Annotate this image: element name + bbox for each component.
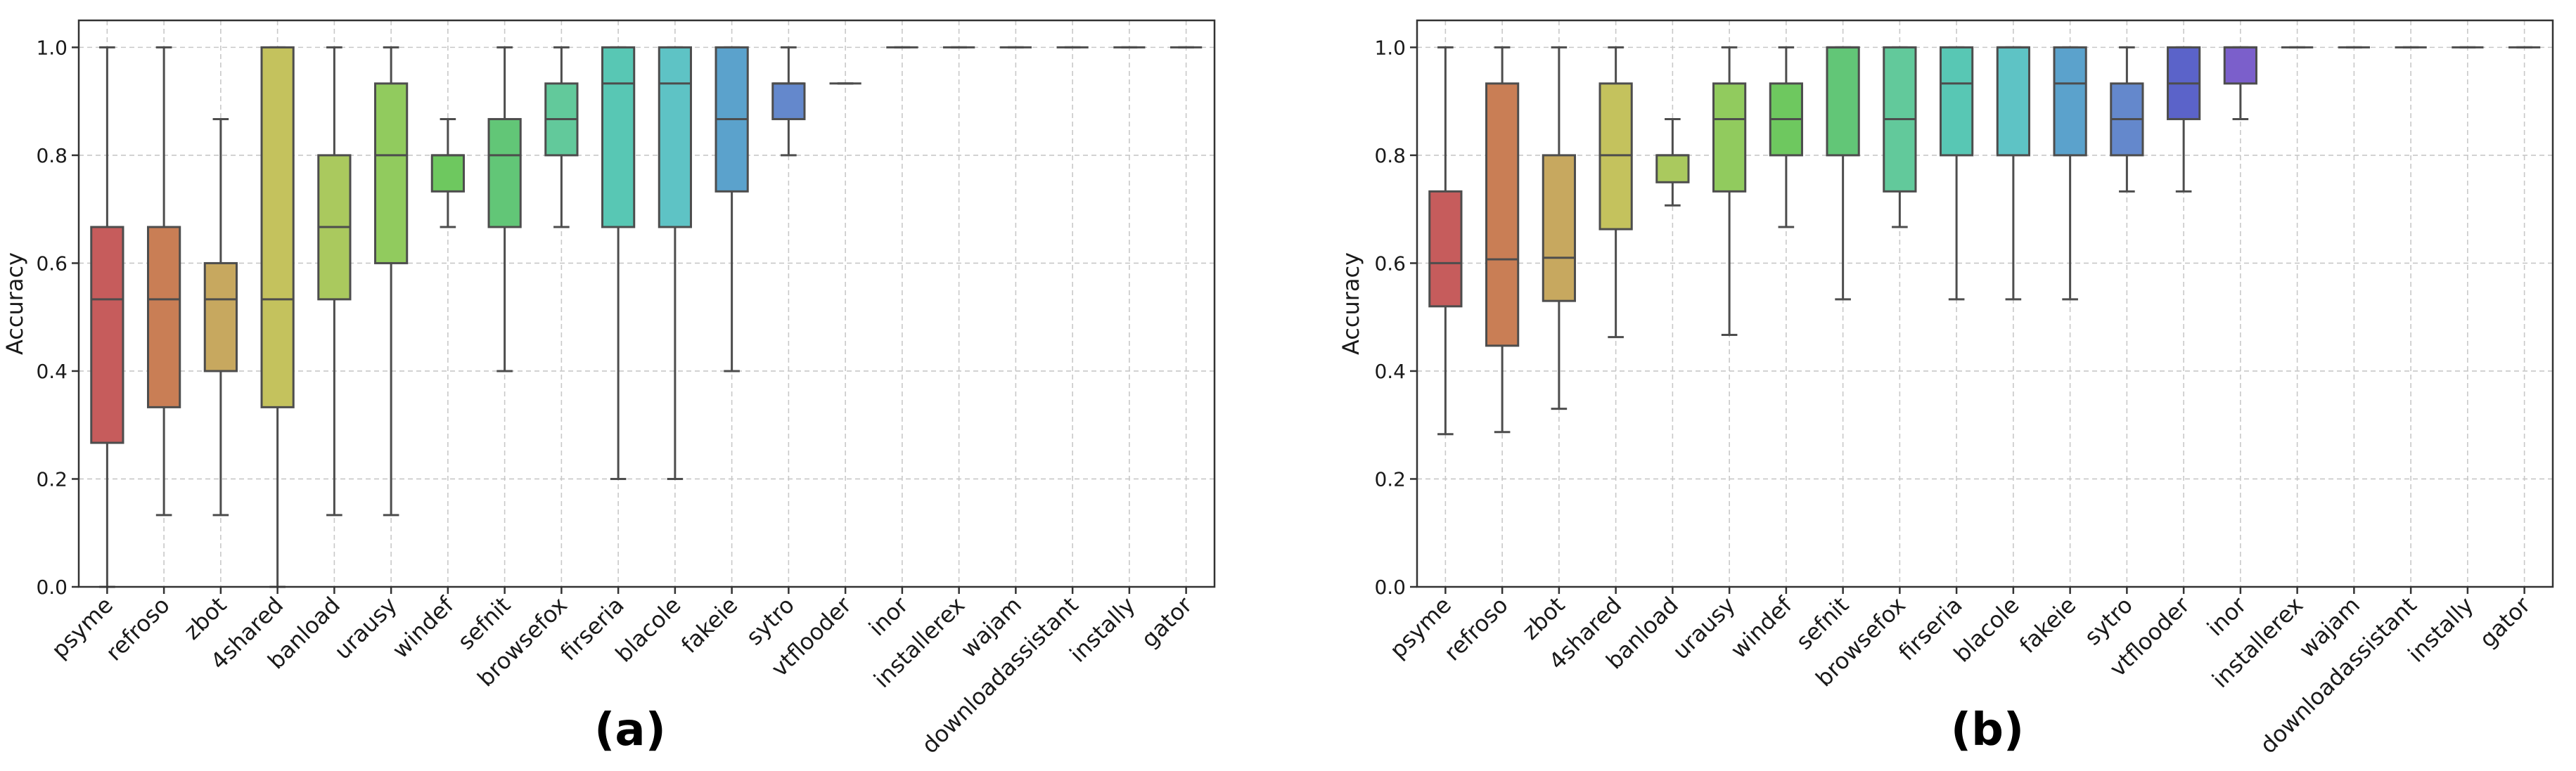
box-body	[374, 82, 409, 264]
x-tick-label: refroso	[101, 592, 175, 666]
box-urausy	[374, 46, 409, 517]
box-body	[260, 46, 295, 408]
y-tick-label: 0.4	[1374, 360, 1406, 383]
box-refroso	[147, 46, 181, 517]
box-windef	[1769, 46, 1803, 228]
box-urausy	[1712, 46, 1747, 337]
y-tick-label: 0.8	[36, 144, 68, 167]
box-windef	[430, 117, 465, 228]
box-body	[658, 46, 692, 228]
box-psyme	[90, 46, 124, 588]
box-vtflooder	[2167, 46, 2201, 193]
box-banload	[317, 46, 352, 517]
box-blacole	[658, 46, 692, 480]
y-axis-label: Accuracy	[1338, 252, 1364, 355]
x-tick-label: windef	[1725, 591, 1798, 663]
panel-label: (b)	[1951, 704, 2024, 756]
x-tick-label: urausy	[1667, 592, 1741, 665]
box-body	[1428, 190, 1463, 308]
y-tick-label: 0.0	[36, 576, 68, 599]
box-body	[203, 261, 238, 372]
y-axis-label: Accuracy	[1, 252, 28, 355]
y-tick-label: 0.0	[1374, 576, 1406, 599]
box-browsefox	[1883, 46, 1917, 228]
y-tick-label: 1.0	[1374, 36, 1406, 59]
box-body	[1485, 82, 1520, 347]
box-body	[1826, 46, 1860, 157]
box-sefnit	[487, 46, 522, 372]
box-body	[2223, 46, 2257, 85]
box-body	[430, 154, 465, 193]
x-tick-label: refroso	[1439, 592, 1513, 666]
x-tick-label: fakeie	[2014, 592, 2081, 659]
box-body	[1598, 82, 1633, 231]
x-tick-label: windef	[387, 591, 459, 663]
box-body	[2053, 46, 2087, 157]
box-inor	[2223, 46, 2257, 120]
box-sytro	[771, 46, 806, 157]
box-body	[147, 226, 181, 408]
box-sytro	[2110, 46, 2144, 193]
box-sefnit	[1826, 46, 1860, 301]
x-tick-label: inor	[864, 591, 914, 641]
box-4shared	[260, 46, 295, 588]
box-firseria	[601, 46, 636, 480]
y-tick-label: 0.2	[36, 467, 68, 491]
box-banload	[1655, 117, 1690, 207]
box-zbot	[203, 117, 238, 517]
box-browsefox	[544, 46, 579, 228]
box-refroso	[1485, 46, 1520, 434]
x-tick-label: gator	[2474, 591, 2536, 653]
box-body	[1655, 154, 1690, 183]
box-body	[1996, 46, 2030, 157]
box-body	[487, 117, 522, 228]
box-zbot	[1542, 46, 1576, 410]
box-fakeie	[715, 46, 749, 372]
box-firseria	[1940, 46, 1974, 301]
axes-frame	[77, 19, 1216, 588]
x-tick-label: urausy	[329, 592, 402, 665]
box-body	[1542, 154, 1576, 302]
x-tick-label: inor	[2202, 591, 2252, 641]
x-tick-label: gator	[1136, 591, 1198, 653]
box-body	[771, 82, 806, 120]
box-body	[1712, 82, 1747, 193]
y-tick-label: 0.6	[1374, 252, 1406, 275]
box-body	[90, 226, 124, 444]
y-tick-label: 1.0	[36, 36, 68, 59]
box-body	[601, 46, 636, 228]
y-tick-label: 0.2	[1374, 467, 1406, 491]
box-body	[1940, 46, 1974, 157]
box-4shared	[1598, 46, 1633, 339]
panel-label: (a)	[594, 704, 666, 756]
box-fakeie	[2053, 46, 2087, 301]
y-tick-label: 0.4	[36, 360, 68, 383]
y-tick-label: 0.8	[1374, 144, 1406, 167]
x-tick-label: fakeie	[676, 592, 743, 659]
axes-frame	[1416, 19, 2554, 588]
box-psyme	[1428, 46, 1463, 436]
box-blacole	[1996, 46, 2030, 301]
y-tick-label: 0.6	[36, 252, 68, 275]
